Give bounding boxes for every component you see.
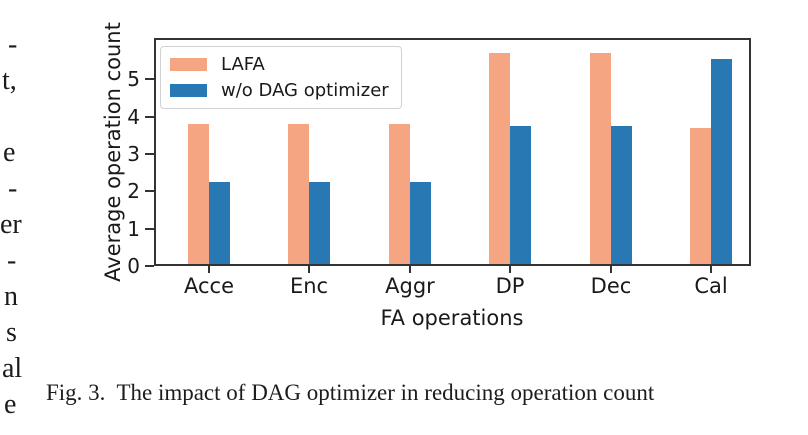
text-fragment: t, bbox=[2, 65, 17, 96]
y-tick-label: 1 bbox=[127, 217, 140, 241]
x-tick-label: Dec bbox=[590, 274, 632, 298]
x-tick-mark bbox=[208, 266, 210, 273]
x-tick-label: Cal bbox=[694, 274, 728, 298]
y-tick-label: 3 bbox=[127, 142, 140, 166]
y-tick-label: 0 bbox=[127, 254, 140, 278]
x-tick-mark bbox=[308, 266, 310, 273]
y-tick-label: 5 bbox=[127, 67, 140, 91]
x-tick-mark bbox=[610, 266, 612, 273]
y-tick-label: 2 bbox=[127, 179, 140, 203]
text-fragment: al bbox=[2, 353, 23, 384]
bar-w-o-dag-optimizer-dec bbox=[611, 126, 632, 264]
y-tick-mark bbox=[145, 116, 154, 118]
text-fragment: e bbox=[3, 137, 16, 168]
bar-lafa-dp bbox=[489, 53, 510, 264]
text-fragment: s bbox=[6, 317, 17, 348]
x-tick-label: Enc bbox=[289, 274, 329, 298]
legend-label: w/o DAG optimizer bbox=[221, 80, 389, 101]
legend-entry-lafa: LAFA bbox=[170, 54, 389, 75]
bar-w-o-dag-optimizer-acce bbox=[209, 182, 230, 264]
bar-w-o-dag-optimizer-aggr bbox=[410, 182, 431, 264]
y-tick-mark bbox=[145, 78, 154, 80]
bar-lafa-cal bbox=[690, 128, 711, 264]
text-fragment: n bbox=[4, 281, 18, 312]
legend-entry-wo-dag-optimizer: w/o DAG optimizer bbox=[170, 80, 389, 101]
bar-w-o-dag-optimizer-dp bbox=[510, 126, 531, 264]
y-tick-mark bbox=[145, 190, 154, 192]
y-tick-mark bbox=[145, 265, 154, 267]
bar-lafa-acce bbox=[188, 124, 209, 264]
bar-w-o-dag-optimizer-cal bbox=[711, 59, 732, 264]
text-fragment: er bbox=[0, 209, 22, 240]
bar-w-o-dag-optimizer-enc bbox=[309, 182, 330, 264]
text-fragment: e bbox=[4, 389, 17, 420]
bar-lafa-dec bbox=[590, 53, 611, 264]
bar-lafa-enc bbox=[288, 124, 309, 264]
x-axis-label: FA operations bbox=[380, 306, 524, 330]
text-fragment: - bbox=[7, 245, 17, 276]
x-tick-label: Acce bbox=[183, 274, 234, 298]
x-tick-mark bbox=[409, 266, 411, 273]
figure-caption-text: The impact of DAG optimizer in reducing … bbox=[116, 380, 655, 405]
plot-area: LAFA w/o DAG optimizer bbox=[154, 38, 751, 266]
y-tick-label: 4 bbox=[127, 105, 140, 129]
x-tick-mark bbox=[710, 266, 712, 273]
text-fragment: - bbox=[8, 29, 18, 60]
figure-caption-number: Fig. 3. bbox=[46, 380, 106, 405]
legend-swatch-wo-dag-optimizer bbox=[170, 84, 207, 97]
legend: LAFA w/o DAG optimizer bbox=[160, 46, 402, 109]
legend-swatch-lafa bbox=[170, 58, 207, 71]
y-tick-mark bbox=[145, 228, 154, 230]
text-fragment: - bbox=[8, 173, 18, 204]
y-tick-mark bbox=[145, 153, 154, 155]
bar-lafa-aggr bbox=[389, 124, 410, 264]
figure-caption: Fig. 3. The impact of DAG optimizer in re… bbox=[46, 380, 746, 406]
x-tick-mark bbox=[509, 266, 511, 273]
legend-label: LAFA bbox=[221, 54, 265, 75]
x-tick-label: Aggr bbox=[385, 274, 435, 298]
x-tick-label: DP bbox=[495, 274, 525, 298]
